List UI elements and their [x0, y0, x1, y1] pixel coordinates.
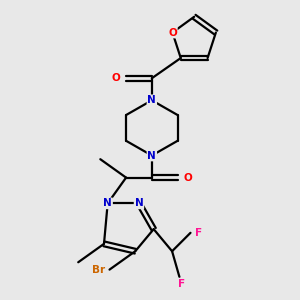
Text: N: N	[148, 95, 156, 105]
Text: O: O	[168, 28, 177, 38]
Text: N: N	[135, 198, 143, 208]
Text: F: F	[178, 279, 185, 289]
Text: N: N	[148, 151, 156, 160]
Text: Br: Br	[92, 265, 105, 275]
Text: N: N	[103, 198, 112, 208]
Text: O: O	[111, 73, 120, 83]
Text: O: O	[184, 172, 192, 183]
Text: F: F	[195, 228, 202, 238]
